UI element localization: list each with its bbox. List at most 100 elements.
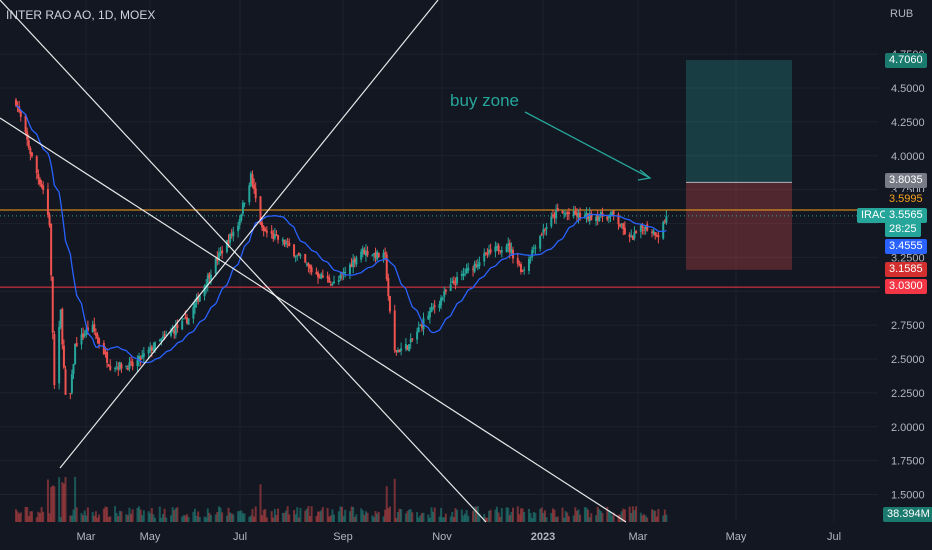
candle-body [83, 334, 86, 336]
volume-bar [612, 512, 615, 522]
volume-bar [203, 516, 206, 522]
volume-bar [136, 507, 139, 522]
candle-body [398, 349, 401, 353]
candle-body [114, 368, 117, 370]
volume-bar [321, 507, 324, 522]
candle-body [139, 357, 142, 360]
candle-body [574, 210, 577, 215]
candle-body [451, 281, 454, 283]
candle-body [384, 252, 387, 254]
volume-bar [262, 509, 265, 522]
candle-body [641, 224, 644, 228]
candle-body [396, 350, 399, 353]
stop-price-badge: 3.1585 [885, 262, 927, 277]
candle-body [644, 225, 647, 230]
volume-bar [169, 515, 172, 522]
volume-bar [587, 509, 590, 522]
volume-bar [641, 515, 644, 522]
candle-body [443, 291, 446, 297]
volume-bar [556, 516, 559, 522]
candle-body [635, 231, 638, 233]
volume-bar [456, 509, 459, 522]
candle-body [472, 268, 475, 270]
volume-bar [272, 517, 275, 522]
candle-body [80, 334, 83, 345]
candle-body [366, 250, 369, 256]
candle-body [14, 99, 17, 106]
x-tick-label: Mar [629, 531, 648, 543]
candle-body [662, 221, 665, 239]
volume-bar [86, 507, 89, 522]
candle-body [417, 327, 420, 333]
price-axis: 1.5000 1.7500 2.0000 2.2500 2.5000 2.7500 3.25… [891, 49, 925, 501]
volume-bar [261, 515, 264, 522]
candle-body [238, 219, 241, 226]
candle-body [273, 234, 276, 239]
candle-body [82, 333, 85, 338]
volume-bar [550, 512, 553, 522]
candle-body [348, 264, 351, 274]
symbol-badge[interactable]: IRAO [857, 208, 892, 223]
volume-bar [355, 514, 358, 522]
volume-bar [529, 513, 532, 522]
volume-bar [635, 506, 638, 522]
candle-body [364, 250, 367, 256]
entry-price-badge: 3.8035 [885, 173, 927, 188]
volume-bar [241, 513, 244, 522]
volume-bar [588, 517, 591, 522]
candle-body [438, 304, 441, 309]
volume-bar [162, 514, 165, 522]
last-price-badge: 3.5565 [885, 208, 927, 223]
volume-bar [521, 508, 524, 522]
volume-bar [486, 517, 489, 522]
volume-bar [575, 510, 578, 522]
volume-bar [360, 508, 363, 522]
y-tick-label: 2.0000 [891, 422, 925, 434]
volume-bar [574, 507, 577, 522]
volume-bar [230, 513, 233, 522]
candle-body [543, 229, 546, 231]
volume-bar [595, 515, 598, 522]
candle-body [294, 256, 297, 258]
volume-bar [48, 513, 51, 522]
candle-body [333, 281, 335, 284]
volume-bar [182, 514, 185, 522]
candle-body [444, 289, 447, 292]
volume-bar [393, 478, 396, 522]
volume-bar [29, 511, 32, 522]
volume-bar [655, 516, 658, 522]
volume-bar [114, 506, 117, 522]
candle-body [24, 115, 27, 132]
candle-body [388, 295, 391, 312]
volume-bar [340, 506, 343, 522]
volume-bar [406, 511, 409, 522]
volume-bar [109, 516, 112, 522]
candle-body [395, 350, 398, 353]
x-tick-label: Mar [77, 531, 96, 543]
volume-bar [117, 516, 120, 522]
x-tick-label: Jul [233, 531, 247, 543]
volume-bar [427, 514, 430, 522]
candle-body [307, 263, 310, 267]
volume-bar [16, 511, 19, 522]
volume-bar [38, 512, 41, 522]
volume-bar [599, 511, 602, 522]
volume-bar [299, 507, 302, 522]
volume-bar [417, 517, 420, 522]
candle-body [59, 309, 62, 328]
volume-bar [342, 515, 345, 522]
candle-body [478, 262, 481, 267]
candle-body [72, 364, 75, 374]
volume-bar [583, 507, 586, 522]
candle-body [563, 213, 566, 215]
candle-body [630, 235, 633, 237]
volume-bar [518, 514, 521, 522]
candle-body [261, 222, 264, 228]
candle-body [500, 250, 503, 253]
candle-body [171, 330, 174, 332]
volume-bar [623, 509, 626, 522]
volume-bar [217, 506, 220, 522]
volume-bar [98, 514, 101, 522]
candle-body [75, 342, 78, 347]
